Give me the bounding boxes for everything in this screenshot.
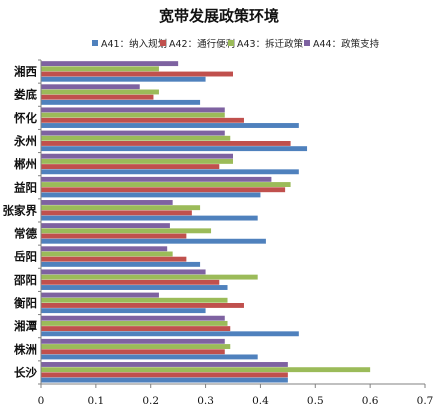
bar [41, 164, 220, 170]
bar [41, 146, 308, 152]
bar [41, 76, 206, 82]
bar [41, 130, 225, 136]
legend-label: A44：政策支持 [313, 38, 380, 50]
legend-swatch [92, 40, 98, 46]
x-tick-label: 0.1 [88, 395, 105, 407]
legend-swatch [160, 40, 166, 46]
legend-label: A43：拆迁政策 [237, 38, 304, 50]
x-tick-label: 0 [38, 395, 45, 407]
bar [41, 251, 173, 257]
bar [41, 200, 173, 205]
bar [41, 117, 244, 123]
bar [41, 338, 225, 344]
bar [41, 372, 288, 378]
bar [41, 344, 231, 349]
bar [41, 285, 228, 290]
bar [41, 153, 233, 159]
bar [41, 169, 299, 175]
bar [41, 158, 233, 164]
legend-label: A42：通行便利 [169, 38, 235, 50]
bar [41, 112, 225, 118]
category-label: 长沙 [14, 365, 37, 379]
bar [41, 297, 228, 303]
bar [41, 308, 206, 314]
bar [41, 269, 206, 275]
bar [41, 205, 201, 211]
category-label: 益阳 [14, 180, 37, 194]
bar [41, 192, 261, 198]
x-tick-label: 0.5 [307, 395, 324, 407]
bar [41, 182, 291, 187]
bar [41, 246, 168, 252]
bar [41, 349, 225, 355]
category-label: 郴州 [14, 157, 37, 171]
bar [41, 303, 244, 308]
bar [41, 141, 291, 146]
bar [41, 89, 159, 95]
category-label: 常德 [14, 227, 37, 241]
legend-label: A41：纳入规划 [101, 38, 167, 50]
bar [41, 71, 233, 77]
category-label: 湘潭 [14, 319, 37, 333]
category-label: 衡阳 [14, 296, 37, 310]
bar [41, 187, 286, 193]
bar [41, 84, 140, 90]
chart-title: 宽带发展政策环境 [158, 7, 279, 25]
bar [41, 61, 179, 67]
category-label: 张家界 [3, 203, 38, 217]
bar [41, 274, 258, 280]
bar [41, 315, 225, 321]
legend-swatch [228, 40, 234, 46]
bar [41, 256, 187, 262]
bar [41, 377, 288, 383]
legend: A41：纳入规划 A42：通行便利 A43：拆迁政策 A44：政策支持 [92, 38, 380, 50]
bar [41, 107, 225, 113]
bar [41, 238, 266, 244]
bar [41, 320, 228, 326]
bar [41, 354, 258, 360]
category-label: 岳阳 [14, 250, 37, 264]
x-tick-label: 0.2 [142, 395, 159, 407]
bar [41, 176, 272, 182]
bar [41, 331, 299, 337]
bar [41, 94, 154, 100]
x-tick-label: 0.7 [417, 395, 434, 407]
category-label: 株洲 [14, 342, 37, 356]
x-tick-label: 0.6 [362, 395, 379, 407]
bar [41, 367, 371, 373]
bar [41, 233, 187, 239]
bar [41, 123, 299, 128]
bar [41, 292, 159, 298]
category-label: 邵阳 [13, 273, 37, 287]
bar [41, 261, 201, 267]
bar [41, 99, 201, 105]
x-tick-label: 0.4 [252, 395, 269, 407]
x-tick-label: 0.3 [197, 395, 214, 407]
category-label: 永州 [13, 134, 37, 148]
legend-swatch [304, 40, 310, 46]
bar [41, 210, 192, 216]
category-label: 娄底 [14, 88, 37, 102]
bar [41, 215, 258, 221]
category-label: 怀化 [14, 111, 37, 125]
bar [41, 228, 212, 234]
category-label: 湘西 [14, 65, 37, 79]
bar [41, 362, 288, 367]
bar [41, 135, 231, 141]
bar [41, 66, 159, 72]
bar [41, 279, 220, 285]
bar [41, 326, 231, 332]
bar [41, 223, 170, 229]
